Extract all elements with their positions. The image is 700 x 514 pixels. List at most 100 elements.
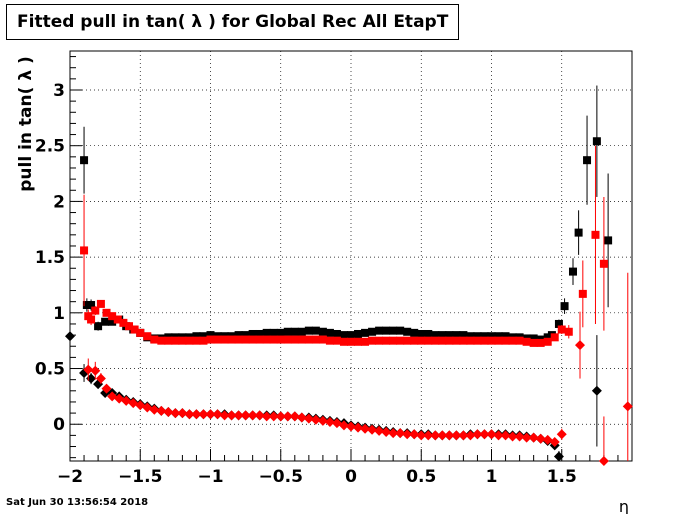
data-point: [150, 335, 159, 344]
data-series: [65, 85, 633, 466]
data-point: [113, 315, 122, 324]
data-point: [431, 336, 440, 345]
data-point: [157, 336, 166, 345]
data-point: [543, 333, 552, 342]
data-point: [396, 336, 405, 345]
x-tick-label: 0.5: [406, 467, 436, 487]
data-point: [430, 430, 441, 441]
data-point: [486, 429, 497, 440]
y-tick-label: 3: [53, 81, 65, 101]
data-point: [332, 336, 341, 345]
data-point: [101, 383, 112, 394]
data-point: [192, 332, 201, 341]
data-point: [296, 412, 307, 423]
data-point: [431, 331, 440, 340]
data-point: [452, 331, 461, 340]
y-tick-label: 0.5: [35, 360, 65, 380]
data-point: [458, 430, 469, 441]
axis-ticks: [69, 56, 633, 461]
data-point: [65, 331, 75, 342]
data-point: [101, 317, 110, 326]
data-point: [438, 331, 447, 340]
data-point: [591, 385, 602, 396]
data-point: [591, 230, 600, 239]
data-point: [290, 335, 299, 344]
data-point: [522, 337, 531, 346]
data-point: [473, 332, 482, 341]
data-point: [283, 335, 292, 344]
data-point: [90, 365, 101, 376]
x-tick-label: 1.5: [547, 467, 577, 487]
data-point: [304, 326, 313, 335]
data-point: [557, 325, 566, 334]
data-point: [240, 410, 251, 421]
x-tick-label: −0.5: [259, 467, 303, 487]
data-point: [108, 317, 117, 326]
data-point: [163, 406, 174, 417]
data-point: [403, 327, 412, 336]
data-point: [487, 336, 496, 345]
data-point: [289, 411, 300, 422]
data-point: [119, 318, 128, 327]
data-point: [501, 332, 510, 341]
data-point: [311, 335, 320, 344]
data-point: [130, 325, 139, 334]
data-point: [622, 401, 633, 412]
data-point: [543, 337, 552, 346]
x-axis-label: η: [619, 497, 629, 514]
series-3: [83, 272, 633, 466]
data-point: [353, 422, 364, 433]
data-point: [568, 267, 577, 276]
data-point: [96, 299, 105, 308]
data-point: [191, 409, 202, 420]
data-point: [290, 327, 299, 336]
data-point: [382, 336, 391, 345]
data-point: [375, 326, 384, 335]
data-point: [149, 404, 160, 415]
data-point: [219, 410, 230, 421]
data-point: [402, 429, 413, 440]
data-point: [396, 326, 405, 335]
data-point: [199, 332, 208, 341]
data-point: [466, 332, 475, 341]
data-point: [423, 430, 434, 441]
data-point: [241, 331, 250, 340]
data-point: [102, 308, 111, 317]
data-point: [529, 334, 538, 343]
data-point: [480, 336, 489, 345]
data-point: [254, 410, 265, 421]
data-point: [508, 336, 517, 345]
y-tick-label: 2: [53, 192, 65, 212]
data-point: [108, 312, 117, 321]
data-point: [255, 335, 264, 344]
data-point: [262, 335, 271, 344]
data-point: [424, 329, 433, 338]
data-point: [143, 332, 152, 341]
data-point: [549, 437, 560, 448]
data-point: [368, 336, 377, 345]
y-tick-label: 1.5: [35, 248, 65, 268]
data-point: [473, 336, 482, 345]
data-point: [192, 336, 201, 345]
data-point: [255, 329, 264, 338]
data-point: [303, 413, 314, 424]
data-point: [479, 429, 490, 440]
data-point: [487, 332, 496, 341]
data-point: [213, 335, 222, 344]
y-tick-label: 1: [53, 304, 65, 324]
data-point: [276, 328, 285, 337]
data-point: [325, 336, 334, 345]
data-point: [234, 331, 243, 340]
data-point: [282, 411, 293, 422]
data-point: [554, 319, 563, 328]
data-point: [297, 327, 306, 336]
data-point: [574, 228, 583, 237]
data-point: [198, 409, 209, 420]
timestamp: Sat Jun 30 13:56:54 2018: [6, 497, 149, 508]
data-point: [164, 336, 173, 345]
data-point: [409, 429, 420, 440]
data-point: [598, 456, 609, 466]
data-point: [87, 315, 96, 324]
data-point: [445, 331, 454, 340]
data-point: [347, 331, 355, 340]
